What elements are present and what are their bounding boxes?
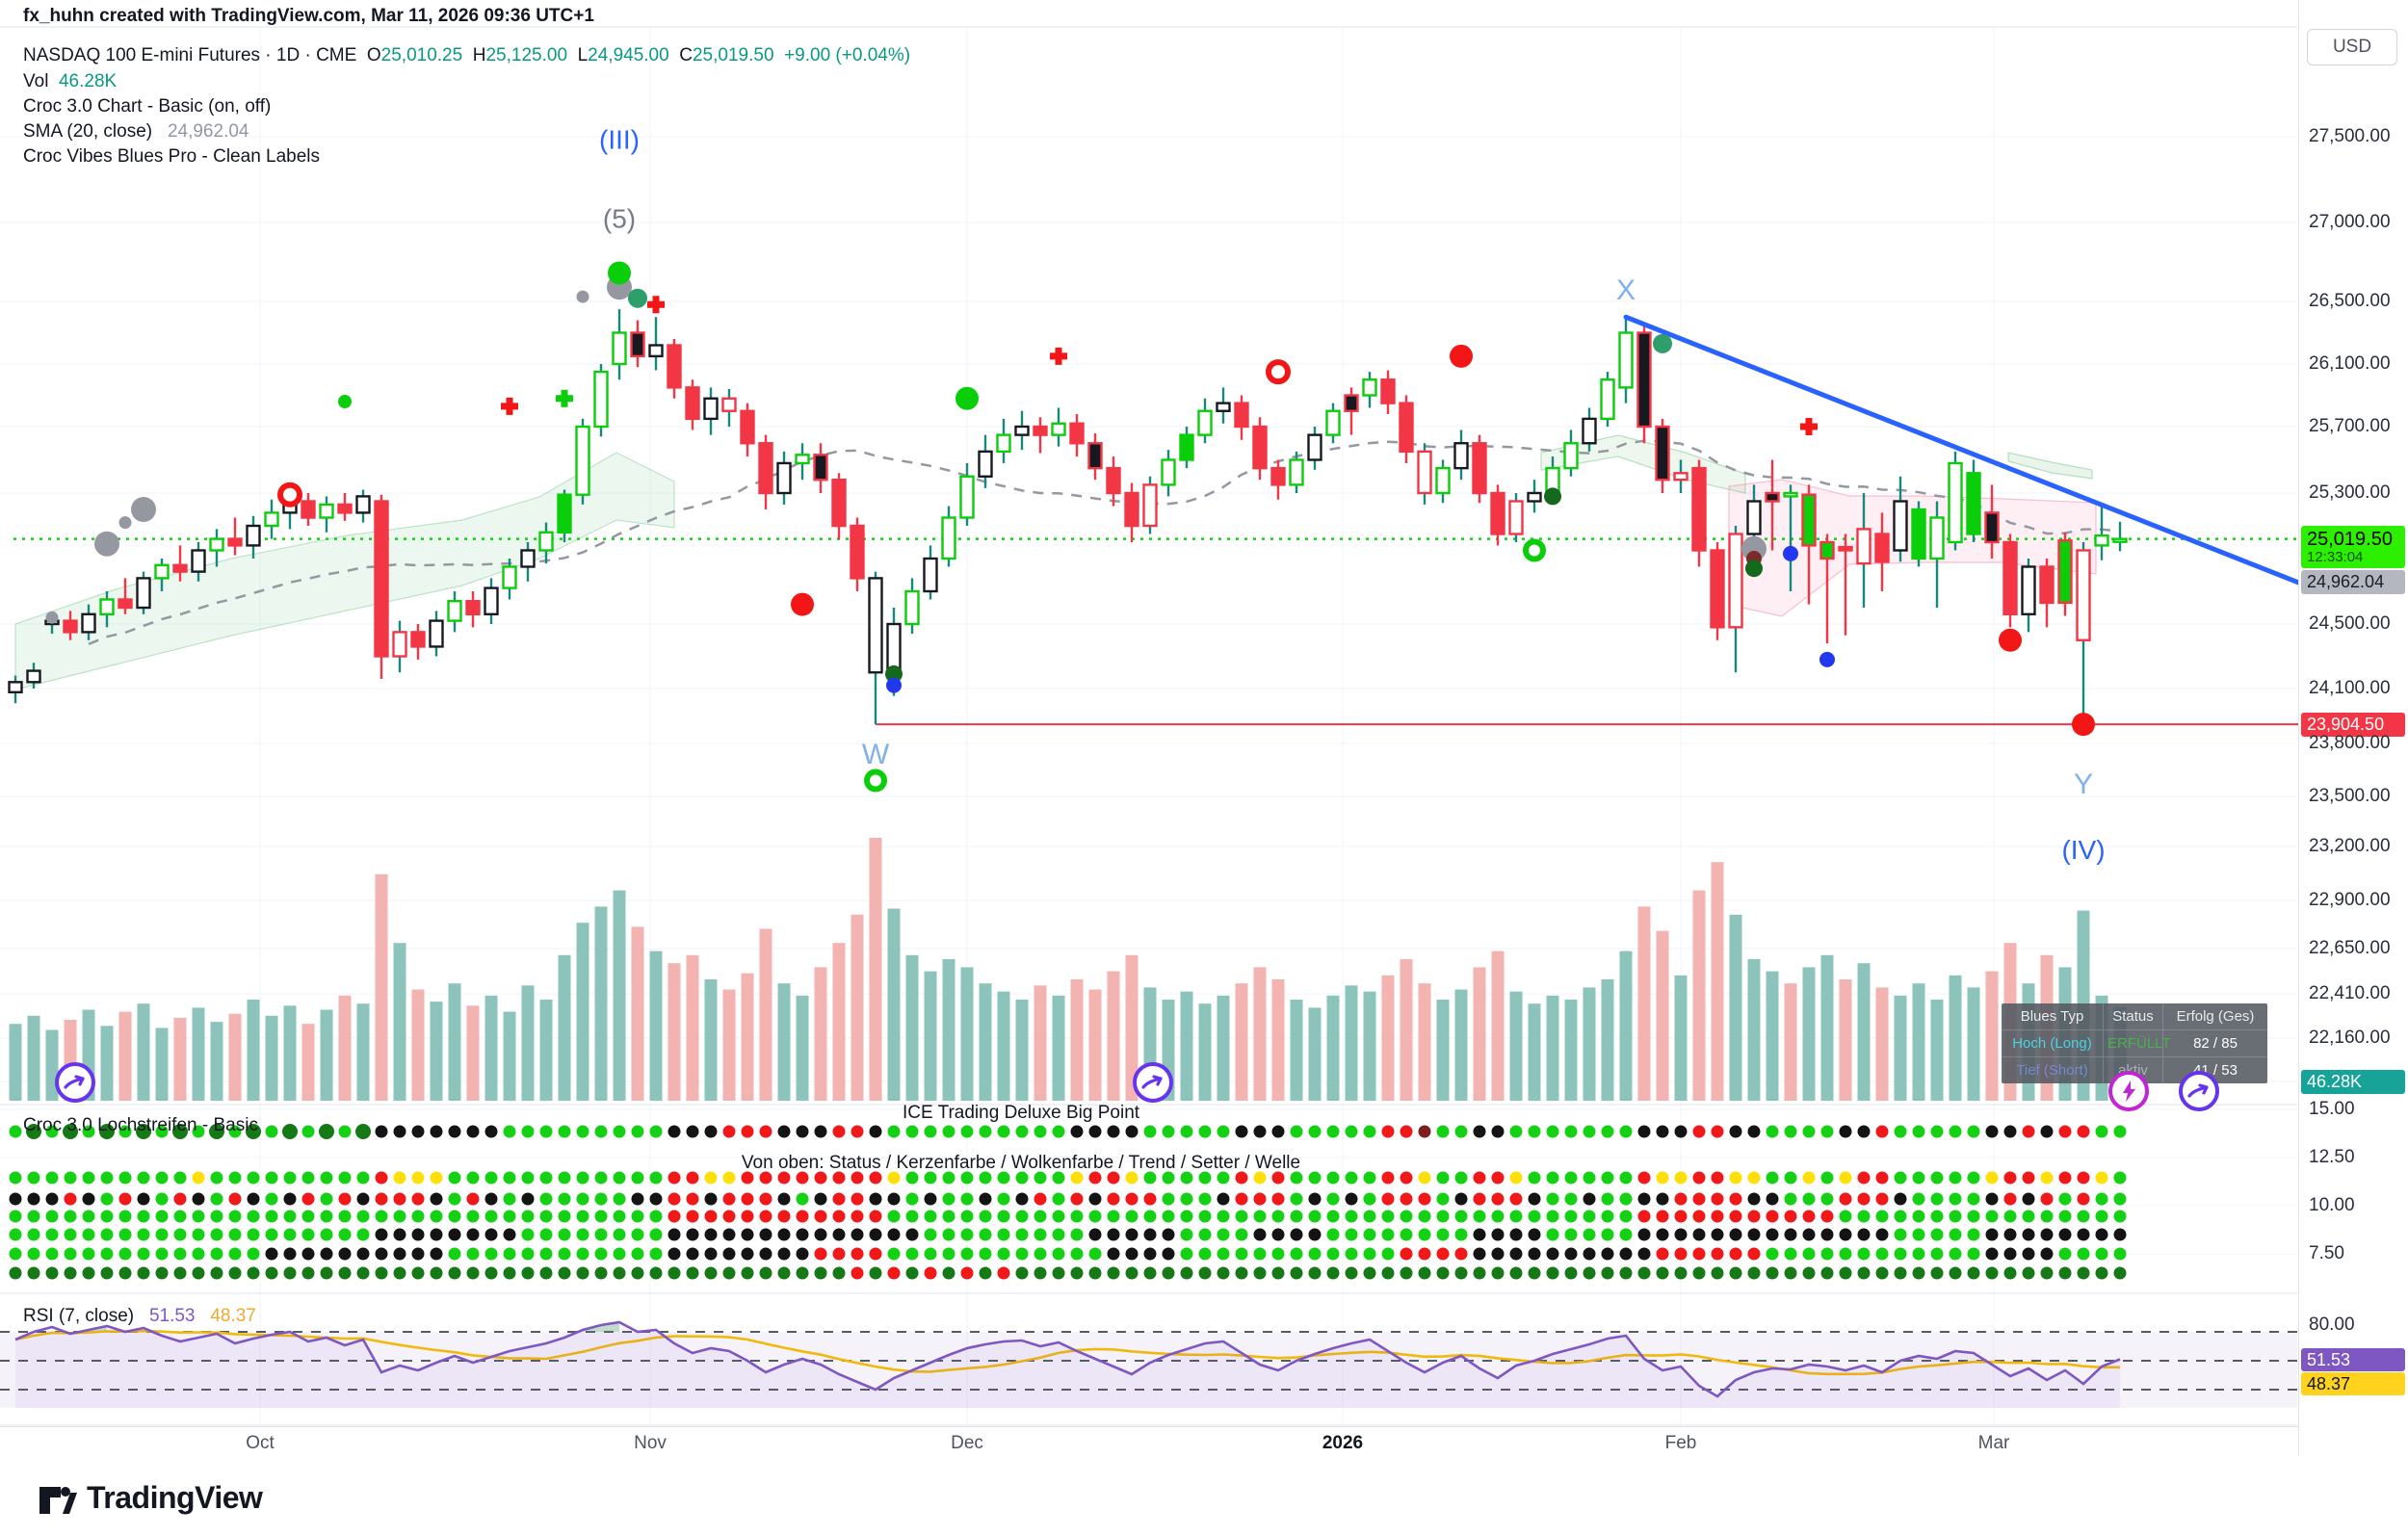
time-tick-oct[interactable]: Oct [246,1433,275,1453]
table-cell: Hoch (Long) [2002,1030,2104,1056]
ohlc-l-value: 24,945.00 [588,45,669,65]
volume-legend-row[interactable]: Vol 46.28K [23,71,117,92]
level-price-badge: 23,904.50 [2301,713,2405,737]
indicator-croc-chart[interactable]: Croc 3.0 Chart - Basic (on, off) [23,96,272,117]
ohlc-h-label: H [472,45,486,65]
table-cell: Tief (Short) [2002,1057,2104,1083]
sma-label: SMA (20, close) [23,121,153,142]
rsi-pane-label[interactable]: RSI (7, close) 51.53 48.37 [23,1306,256,1327]
price-tick-label: 26,100.00 [2309,353,2391,374]
arrow-signal-icon[interactable] [2178,1070,2220,1112]
sma-value: 24,962.04 [167,121,249,142]
dots-tick-label: 7.50 [2309,1243,2344,1263]
rsi-badge: 51.53 [2301,1348,2405,1371]
symbol-legend-row[interactable]: NASDAQ 100 E-mini Futures · 1D · CME O25… [23,45,910,66]
price-tick-label: 26,500.00 [2309,291,2391,311]
watermark-title: fx_huhn created with TradingView.com, Ma… [23,6,594,26]
svg-text:W: W [862,739,890,770]
price-tick-label: 25,700.00 [2309,416,2391,436]
table-header-cell: Blues Typ [2002,1003,2104,1029]
time-tick-feb[interactable]: Feb [1664,1433,1697,1453]
currency-button[interactable]: USD [2307,29,2397,65]
ohlc-c-value: 25,019.50 [692,45,774,65]
time-tick-dec[interactable]: Dec [951,1433,983,1453]
time-tick-mar[interactable]: Mar [1977,1433,2010,1453]
table-cell: 82 / 85 [2193,1035,2238,1052]
rsi-ma-value: 48.37 [210,1306,256,1326]
ohlc-l-label: L [577,45,589,65]
time-scale[interactable]: Oct Nov Dec 2026 Feb Mar [0,1426,2298,1457]
price-tick-label: 23,800.00 [2309,733,2391,753]
dots-tick-label: 10.00 [2309,1195,2355,1215]
price-tick-label: 23,500.00 [2309,786,2391,806]
rsi-ma-badge: 48.37 [2301,1372,2405,1395]
price-tick-label: 22,650.00 [2309,938,2391,958]
ohlc-c-label: C [679,45,693,65]
svg-text:(IV): (IV) [2061,835,2105,865]
price-tick-label: 23,200.00 [2309,836,2391,856]
price-tick-label: 24,500.00 [2309,613,2391,634]
last-price-value: 25,019.50 [2307,528,2393,550]
ohlc-o-value: 25,010.25 [380,45,463,65]
ohlc-change: +9.00 (+0.04%) [784,45,911,65]
table-row: Hoch (Long) ERFÜLLT 82 / 85 [2002,1030,2267,1057]
time-tick-nov[interactable]: Nov [634,1433,667,1453]
vol-label: Vol [23,71,49,91]
dots-pane-subtitle: Von oben: Status / Kerzenfarbe / Wolkenf… [741,1153,1301,1173]
table-header-cell: Status [2104,1003,2163,1029]
ohlc-h-value: 25,125.00 [485,45,568,65]
price-tick-label: 22,410.00 [2309,983,2391,1003]
countdown: 12:33:04 [2307,548,2364,565]
table-cell: ERFÜLLT [2104,1030,2171,1056]
price-tick-label: 24,100.00 [2309,678,2391,698]
symbol-name[interactable]: NASDAQ 100 E-mini Futures · 1D · CME [23,45,357,65]
indicator-sma[interactable]: SMA (20, close) 24,962.04 [23,121,249,143]
rsi-value: 51.53 [148,1306,196,1326]
blues-stats-table: Blues Typ Status Erfolg (Ges) Hoch (Long) ER… [2002,1003,2267,1083]
sma-price-badge: 24,962.04 [2301,570,2405,594]
lightning-signal-icon[interactable] [2107,1070,2150,1112]
volume-badge: 46.28K [2301,1070,2405,1094]
price-tick-label: 27,500.00 [2309,126,2391,146]
arrow-signal-icon[interactable] [54,1061,96,1104]
tradingview-logo-icon [39,1487,77,1514]
last-price-badge: 25,019.50 12:33:04 [2301,526,2405,568]
svg-text:(III): (III) [599,125,640,155]
dots-pane-label[interactable]: Croc 3.0 Lochstreifen - Basic [23,1115,258,1135]
price-scale[interactable]: USD 25,019.50 12:33:04 24,962.04 23,904.… [2298,0,2408,1456]
dots-tick-label: 15.00 [2309,1099,2355,1119]
dots-tick-label: 12.50 [2309,1147,2355,1167]
arrow-signal-icon[interactable] [1132,1061,1174,1104]
price-tick-label: 25,300.00 [2309,482,2391,503]
indicator-croc-vibes[interactable]: Croc Vibes Blues Pro - Clean Labels [23,146,321,167]
svg-text:X: X [1616,274,1636,306]
table-row: Tief (Short) aktiv 41 / 53 [2002,1057,2267,1083]
price-tick-label: 27,000.00 [2309,212,2391,232]
rsi-tick-label: 80.00 [2309,1315,2355,1335]
ohlc-o-label: O [366,45,381,65]
table-header-cell: Erfolg (Ges) [2176,1008,2255,1025]
brand-name: TradingView [87,1479,263,1515]
price-tick-label: 22,900.00 [2309,890,2391,910]
vol-value: 46.28K [58,71,118,91]
svg-text:Y: Y [2074,768,2093,800]
time-tick-2026[interactable]: 2026 [1322,1433,1364,1453]
dots-pane-title: ICE Trading Deluxe Big Point [902,1103,1140,1123]
price-tick-label: 22,160.00 [2309,1028,2391,1048]
footer-logo[interactable]: TradingView [37,1477,263,1518]
svg-text:(5): (5) [603,204,636,234]
rsi-label: RSI (7, close) [23,1306,135,1326]
